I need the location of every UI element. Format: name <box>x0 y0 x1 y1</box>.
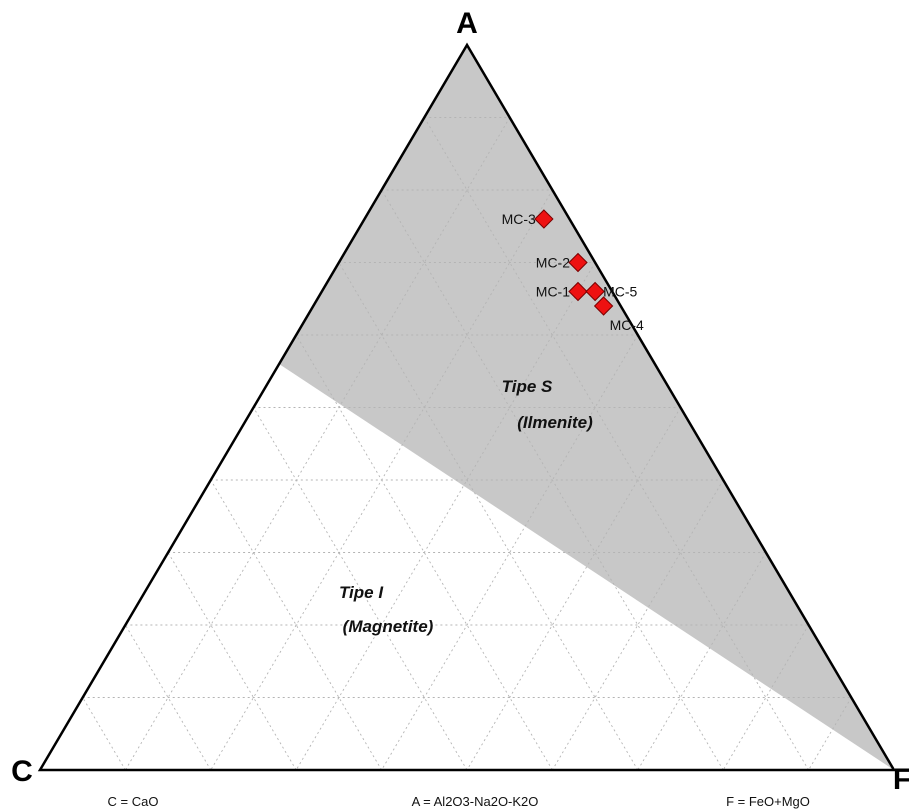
legend-c: C = CaO <box>108 794 159 809</box>
grid-line-c <box>423 117 809 771</box>
grid-line-c <box>167 552 297 771</box>
data-point-mc-3 <box>534 209 554 229</box>
grid-line-f <box>552 479 724 771</box>
ternary-grid <box>82 117 852 771</box>
data-point-mc-5 <box>585 281 605 302</box>
region-tipe-s-sublabel: (Ilmenite) <box>517 413 593 432</box>
region-tipe-s-fill <box>279 45 895 770</box>
legend-a: A = Al2O3-Na2O-K2O <box>412 794 539 809</box>
grid-line-c <box>82 697 126 771</box>
data-point-mc-1 <box>568 281 588 302</box>
legend-f: F = FeO+MgO <box>726 794 810 809</box>
data-point-mc-4 <box>593 296 614 316</box>
grid-line-f <box>637 552 767 771</box>
grid-line-f <box>722 624 809 771</box>
grid-line-f <box>125 117 511 771</box>
point-label-mc-3: MC-3 <box>502 211 536 227</box>
point-label-mc-5: MC-5 <box>603 284 637 300</box>
region-tipe-i-sublabel: (Magnetite) <box>343 617 434 636</box>
grid-line-f <box>381 334 639 771</box>
grid-line-f <box>295 262 596 771</box>
grid-line-c <box>125 624 212 771</box>
point-label-mc-1: MC-1 <box>536 284 570 300</box>
point-label-mc-4: MC-4 <box>610 317 644 333</box>
point-label-mc-2: MC-2 <box>536 255 570 271</box>
triangle-outline <box>37 42 897 772</box>
vertex-label-a: A <box>456 7 478 40</box>
grid-line-c <box>210 479 382 771</box>
data-point-mc-2 <box>568 252 588 273</box>
grid-line-f <box>808 697 852 771</box>
region-tipe-i-label: Tipe I <box>339 583 384 602</box>
grid-line-c <box>253 407 468 771</box>
vertex-label-f: F <box>893 763 909 796</box>
vertex-label-c: C <box>11 755 33 788</box>
data-points: MC-3 MC-2 MC-1 MC-5 MC-4 <box>502 209 644 333</box>
grid-line-f <box>466 407 681 771</box>
region-tipe-s-label: Tipe S <box>502 377 553 396</box>
grid-line-c <box>338 262 639 771</box>
